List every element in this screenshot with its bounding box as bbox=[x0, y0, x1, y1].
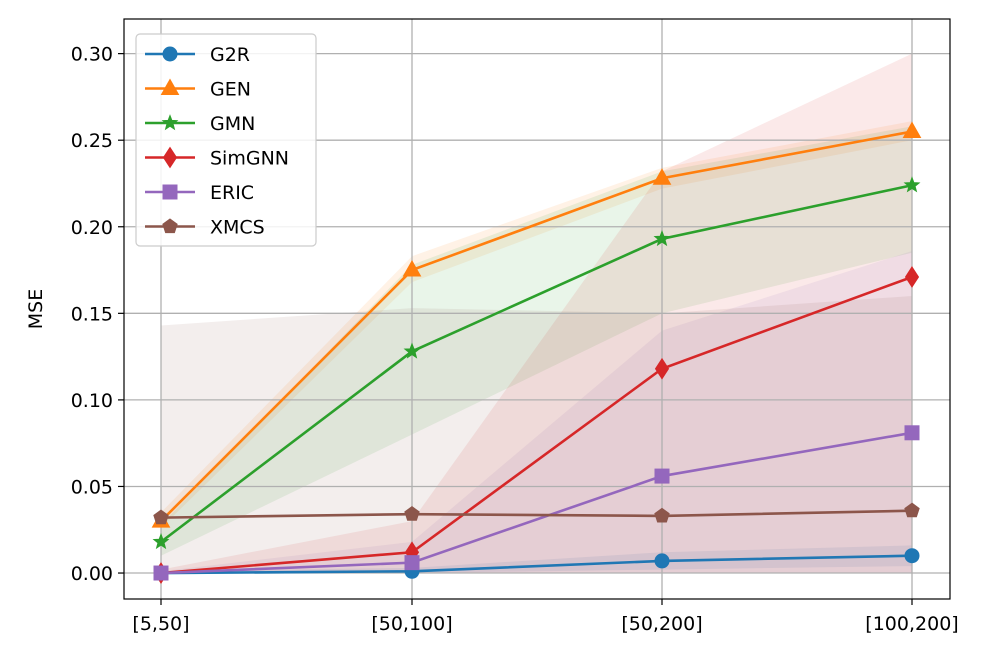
point-gen bbox=[402, 260, 422, 277]
band-xmcs bbox=[161, 296, 912, 574]
point-gmn bbox=[903, 176, 921, 193]
legend-marker-gen bbox=[160, 78, 180, 95]
y-axis-title: MSE bbox=[25, 289, 47, 329]
series-line-g2r bbox=[160, 554, 913, 575]
legend-marker-xmcs bbox=[162, 218, 178, 234]
point-xmcs bbox=[153, 509, 169, 525]
point-gmn bbox=[152, 532, 170, 550]
point-gen bbox=[652, 168, 672, 185]
x-tick-label: [5,50] bbox=[132, 613, 189, 635]
point-eric bbox=[153, 565, 169, 581]
legend-marker-g2r bbox=[162, 46, 178, 62]
point-xmcs bbox=[654, 507, 670, 523]
legend: G2R GEN GMN SimGNN ERIC XMCS bbox=[135, 33, 317, 247]
point-xmcs bbox=[904, 502, 920, 518]
series-line-xmcs bbox=[160, 509, 913, 519]
series-line-gmn bbox=[160, 183, 913, 543]
y-tick-label: 0.25 bbox=[71, 130, 113, 152]
point-gmn bbox=[403, 342, 421, 359]
y-tick-label: 0.30 bbox=[71, 44, 113, 66]
legend-label-gmn: GMN bbox=[210, 113, 255, 135]
legend-marker-simgnn bbox=[162, 146, 178, 169]
x-axis: [5,50] [50,100] [50,200] [100,200] bbox=[132, 599, 959, 635]
point-simgnn bbox=[654, 357, 670, 380]
x-tick-label: [50,200] bbox=[621, 613, 702, 635]
point-gen bbox=[902, 121, 922, 139]
y-tick-label: 0.05 bbox=[71, 476, 113, 498]
y-tick-label: 0.15 bbox=[71, 303, 113, 325]
legend-marker-gmn bbox=[161, 114, 179, 131]
series-line-eric bbox=[160, 431, 913, 575]
y-axis: 0.00 0.05 0.10 0.15 0.20 0.25 0.30 bbox=[71, 44, 124, 585]
y-tick-label: 0.00 bbox=[71, 563, 113, 585]
point-xmcs bbox=[404, 506, 420, 521]
legend-label-simgnn: SimGNN bbox=[210, 148, 289, 170]
point-simgnn bbox=[904, 266, 920, 288]
band-eric bbox=[161, 251, 912, 574]
point-g2r bbox=[654, 553, 670, 569]
plot-frame bbox=[123, 18, 951, 600]
x-tick-label: [100,200] bbox=[865, 613, 958, 635]
y-tick-label: 0.10 bbox=[71, 390, 113, 412]
x-tick-label: [50,100] bbox=[371, 613, 452, 635]
band-g2r bbox=[161, 545, 912, 574]
band-gmn bbox=[161, 126, 912, 556]
series-lines bbox=[151, 121, 922, 584]
confidence-bands bbox=[161, 53, 912, 574]
point-g2r bbox=[904, 548, 920, 564]
series-line-simgnn bbox=[160, 275, 913, 575]
y-tick-label: 0.20 bbox=[71, 217, 113, 239]
legend-marker-eric bbox=[162, 184, 178, 200]
legend-label-xmcs: XMCS bbox=[210, 217, 265, 239]
legend-label-eric: ERIC bbox=[210, 182, 254, 204]
point-eric bbox=[654, 468, 670, 484]
legend-label-gen: GEN bbox=[210, 79, 251, 101]
legend-label-g2r: G2R bbox=[210, 44, 250, 66]
point-eric bbox=[404, 555, 420, 571]
series-line-gen bbox=[160, 130, 913, 523]
point-eric bbox=[904, 425, 920, 441]
point-gmn bbox=[653, 229, 671, 247]
band-simgnn bbox=[161, 53, 912, 574]
